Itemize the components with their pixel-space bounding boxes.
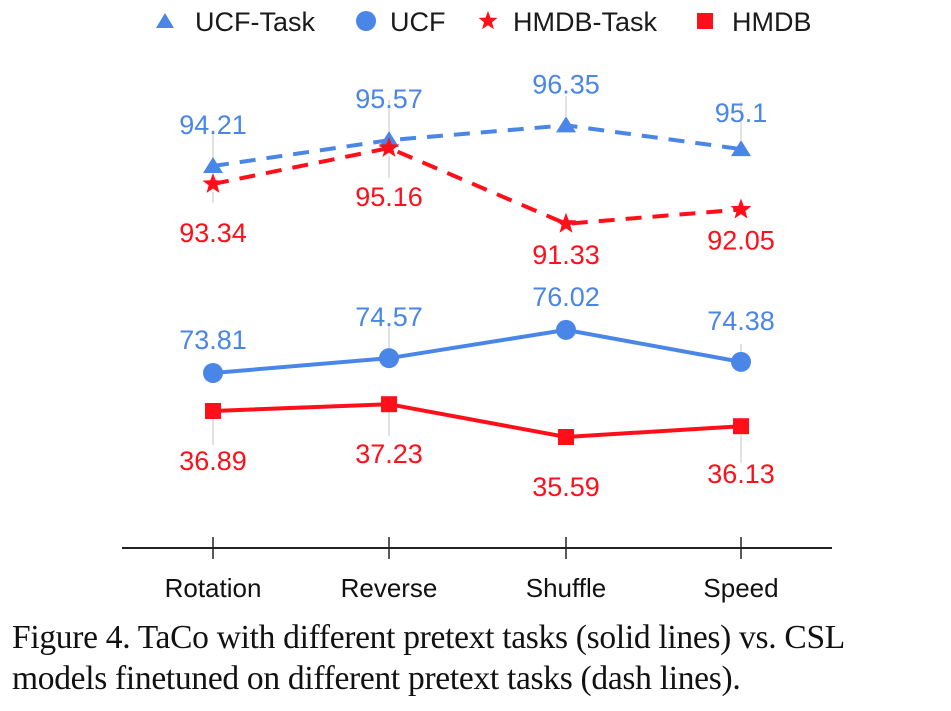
leader-lines — [212, 96, 742, 463]
data-label: 91.33 — [532, 240, 600, 270]
triangle-marker — [731, 140, 751, 157]
legend-circle-icon — [356, 11, 376, 31]
legend: UCF-Task UCF HMDB-Task HMDB — [156, 7, 812, 37]
data-label: 95.1 — [715, 98, 768, 128]
star-marker — [202, 173, 224, 193]
caption-line-1: Figure 4. TaCo with different pretext ta… — [12, 619, 845, 656]
caption-line-2: models finetuned on different pretext ta… — [12, 660, 741, 697]
legend-item-ucf: UCF — [356, 7, 446, 37]
star-marker — [378, 136, 400, 157]
data-label: 73.81 — [179, 325, 247, 355]
data-label: 74.57 — [355, 302, 423, 332]
circle-marker — [556, 319, 576, 340]
data-label: 96.35 — [532, 69, 600, 99]
square-marker — [205, 403, 221, 419]
legend-item-ucf-task: UCF-Task — [156, 7, 315, 37]
legend-label: UCF-Task — [195, 7, 315, 37]
legend-label: HMDB — [732, 7, 812, 37]
legend-triangle-icon — [156, 13, 174, 28]
data-label: 36.89 — [179, 446, 247, 476]
legend-item-hmdb: HMDB — [697, 7, 812, 37]
series-line-ucf-task — [212, 123, 742, 168]
x-tick-label: Rotation — [165, 573, 262, 603]
x-tick-label: Reverse — [341, 573, 438, 603]
data-labels: 94.21 95.57 96.35 95.1 73.81 74.57 76.02 74.38 9… — [179, 69, 775, 502]
triangle-marker — [556, 116, 576, 133]
legend-label: UCF — [390, 7, 446, 37]
square-marker — [558, 429, 574, 445]
series-line-hmdb — [212, 402, 742, 440]
series-lines — [212, 123, 742, 440]
data-label: 95.57 — [355, 84, 423, 114]
series-line-hmdb-task — [212, 145, 742, 226]
circle-marker — [731, 351, 751, 372]
star-marker — [555, 212, 577, 233]
figure-caption: Figure 4. TaCo with different pretext ta… — [12, 617, 947, 699]
legend-star-icon — [478, 11, 498, 30]
series-line-ucf — [212, 327, 742, 375]
legend-label: HMDB-Task — [513, 7, 658, 37]
circle-marker — [379, 348, 399, 369]
data-label: 95.16 — [355, 182, 423, 212]
square-marker — [733, 418, 749, 435]
series-markers — [202, 116, 752, 445]
x-axis: Rotation Reverse Shuffle Speed — [122, 537, 832, 603]
circle-marker — [203, 363, 223, 383]
x-tick-label: Speed — [703, 573, 778, 603]
square-marker — [381, 396, 397, 413]
x-tick-label: Shuffle — [526, 573, 606, 603]
legend-item-hmdb-task: HMDB-Task — [478, 7, 658, 37]
line-chart: UCF-Task UCF HMDB-Task HMDB 94.21 95.57 96.35… — [122, 7, 832, 603]
data-label: 37.23 — [355, 439, 423, 469]
legend-square-icon — [697, 13, 713, 29]
data-label: 76.02 — [532, 282, 600, 312]
data-label: 92.05 — [707, 226, 775, 256]
triangle-marker — [203, 157, 223, 173]
data-label: 36.13 — [707, 459, 775, 489]
star-marker — [730, 198, 752, 219]
data-label: 93.34 — [179, 218, 247, 248]
data-label: 35.59 — [532, 472, 600, 502]
data-label: 94.21 — [179, 110, 247, 140]
data-label: 74.38 — [707, 306, 775, 336]
